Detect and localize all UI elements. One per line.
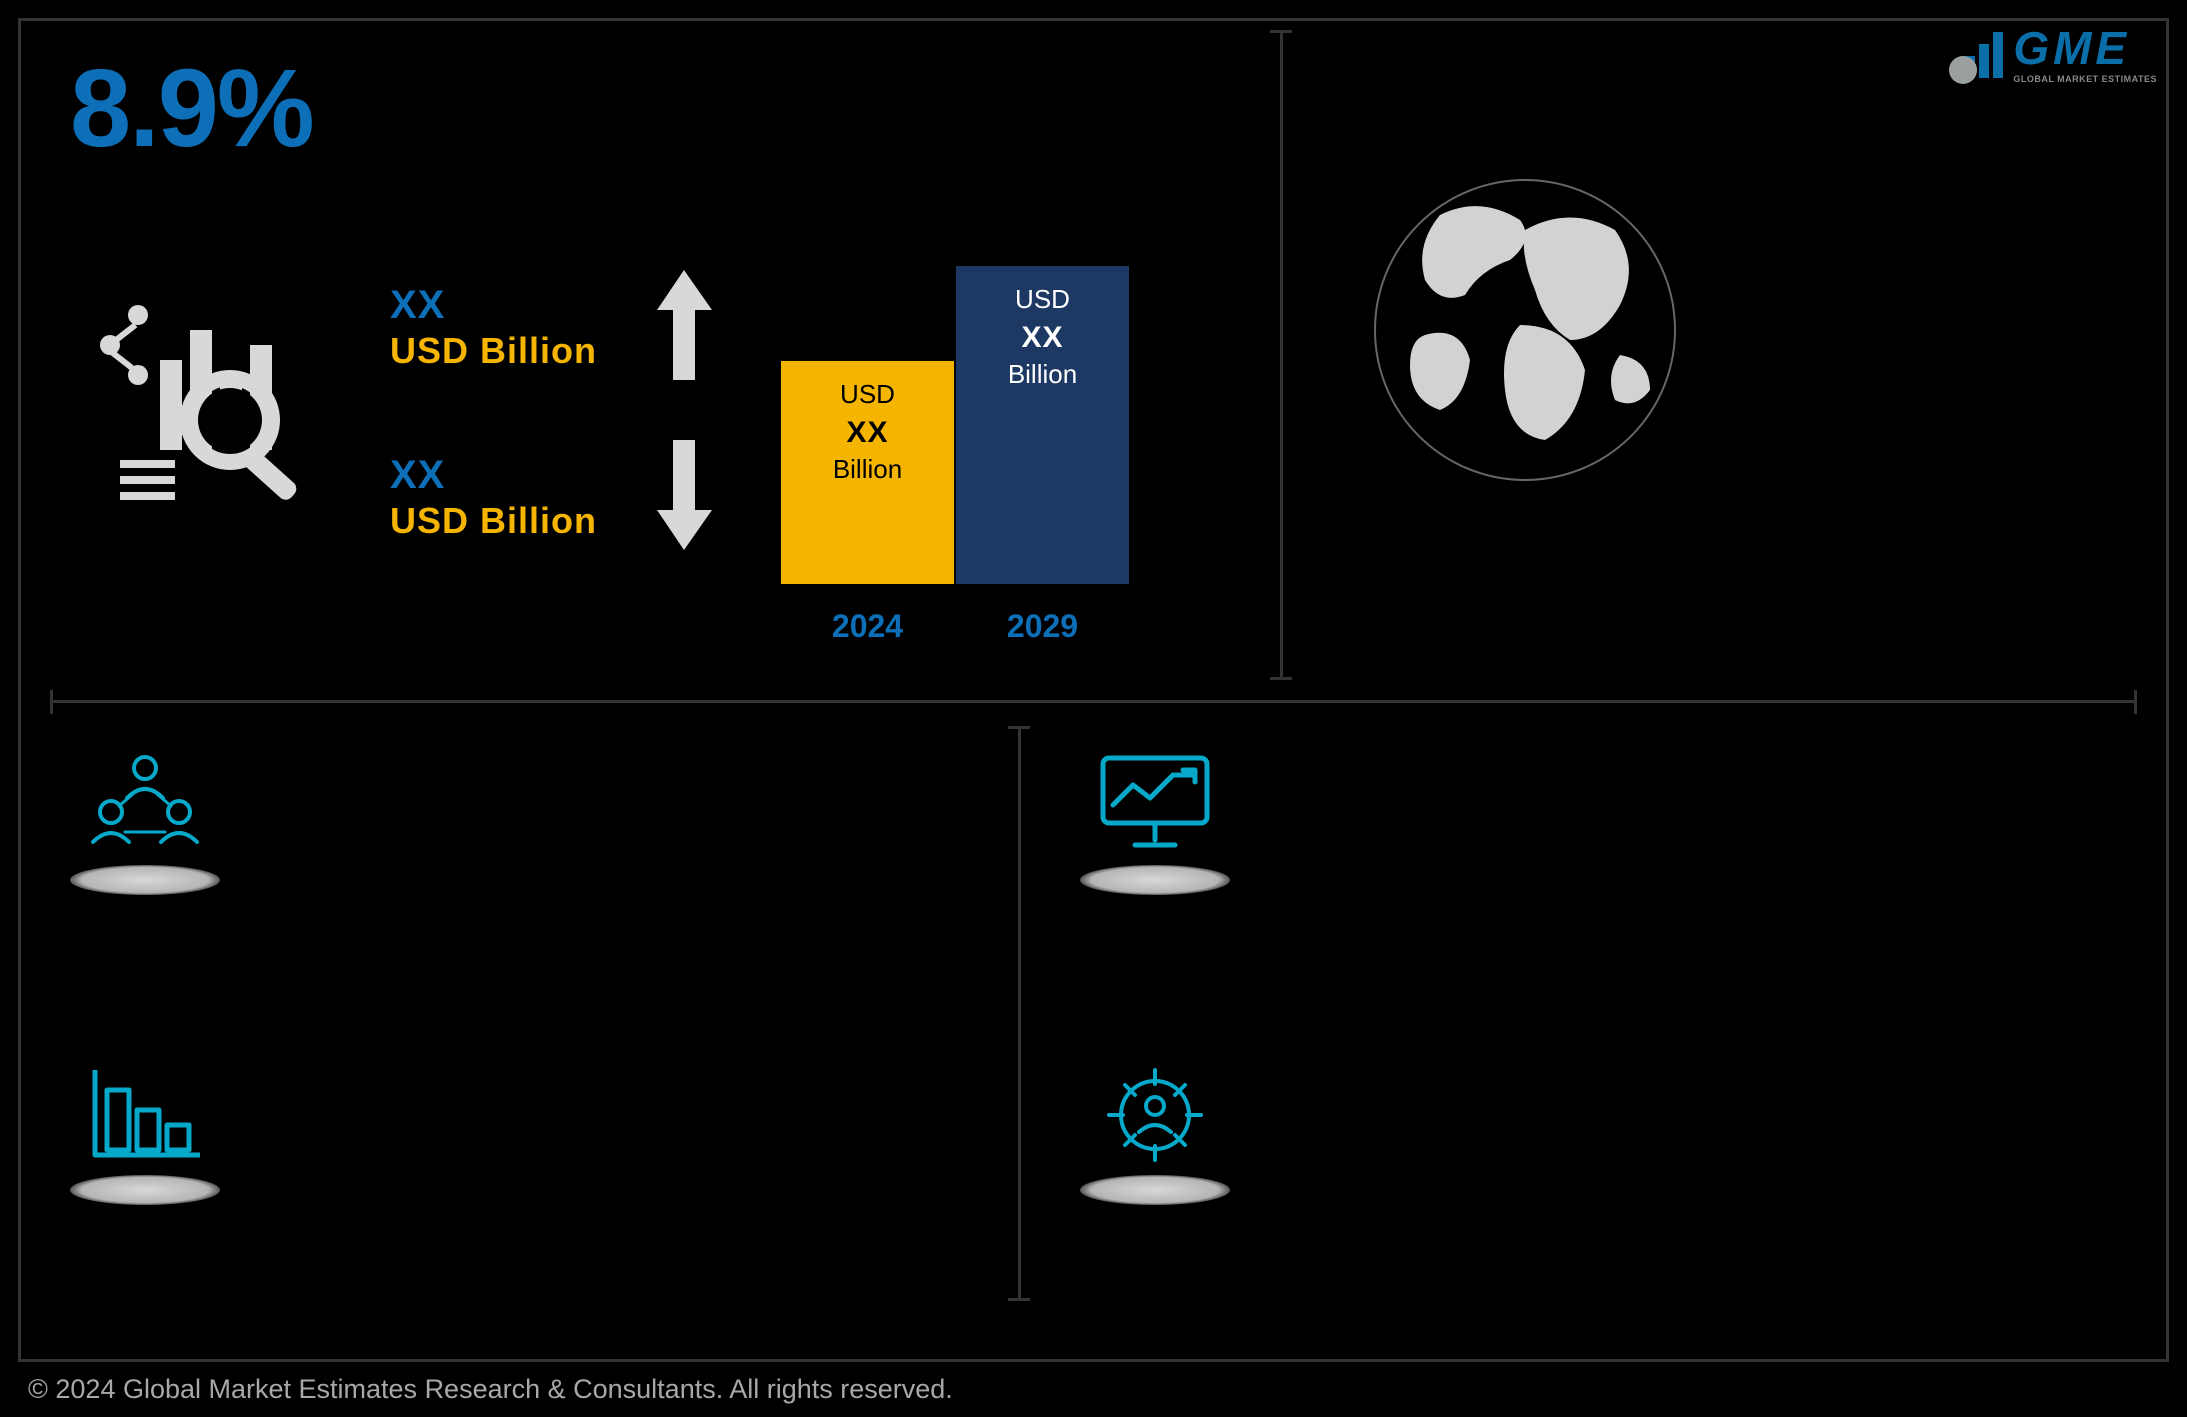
arrow-up-icon [657, 270, 712, 385]
cagr-value: 8.9% [70, 45, 313, 172]
icon-shadow [1080, 1175, 1230, 1205]
divider-horizontal [50, 690, 2137, 714]
gme-logo: GME GLOBAL MARKET ESTIMATES [1965, 25, 2157, 84]
analytics-icon [100, 300, 320, 525]
bar-2024-usd: USD [840, 379, 895, 410]
bar-2029: USD XX Billion [955, 265, 1130, 585]
bar-2024-xx: XX [846, 416, 888, 450]
bar-2029-xx: XX [1021, 321, 1063, 355]
monitor-trend-icon [1080, 750, 1230, 895]
value-stack: XX USD Billion XX USD Billion [390, 270, 712, 555]
bar-2024: USD XX Billion [780, 360, 955, 585]
value-top-xx: XX [390, 283, 597, 328]
icon-shadow [70, 1175, 220, 1205]
bar-2029-usd: USD [1015, 284, 1070, 315]
bar-chart: USD XX Billion USD XX Billion 2024 2029 [780, 255, 1180, 645]
top-left-block: XX USD Billion XX USD Billion [100, 270, 712, 555]
value-bottom-unit: USD Billion [390, 500, 597, 542]
logo-subtext: GLOBAL MARKET ESTIMATES [2013, 75, 2157, 84]
bar-chart-icon [70, 1060, 220, 1205]
value-bottom-xx: XX [390, 453, 597, 498]
value-top-unit: USD Billion [390, 330, 597, 372]
bar-label-2024: 2024 [780, 608, 955, 645]
bar-2024-bn: Billion [833, 454, 902, 485]
icon-shadow [70, 865, 220, 895]
bar-label-2029: 2029 [955, 608, 1130, 645]
globe-icon [1370, 175, 1680, 490]
copyright-text: © 2024 Global Market Estimates Research … [28, 1374, 953, 1405]
logo-bars-icon [1965, 32, 2003, 78]
icon-shadow [1080, 865, 1230, 895]
people-network-icon [70, 750, 220, 895]
logo-text: GME [2013, 25, 2157, 71]
bar-2029-bn: Billion [1008, 359, 1077, 390]
target-user-icon [1080, 1060, 1230, 1205]
arrow-down-icon [657, 440, 712, 555]
